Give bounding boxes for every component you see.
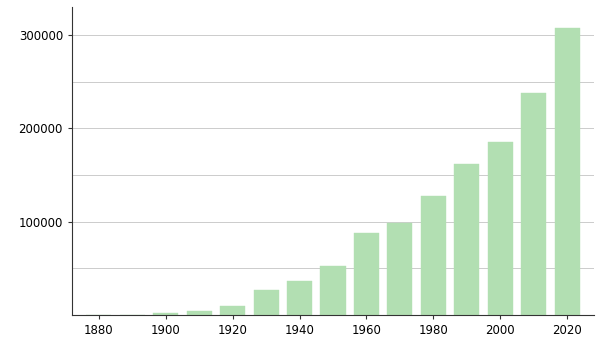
Bar xyxy=(454,164,479,315)
Bar xyxy=(187,312,212,315)
Bar xyxy=(287,281,312,315)
Bar xyxy=(421,196,446,315)
Bar xyxy=(153,313,178,315)
Bar xyxy=(554,28,580,315)
Bar xyxy=(254,290,278,315)
Bar xyxy=(354,233,379,315)
Bar xyxy=(320,266,346,315)
Bar xyxy=(388,223,412,315)
Bar xyxy=(220,306,245,315)
Bar xyxy=(488,142,513,315)
Bar xyxy=(521,93,547,315)
